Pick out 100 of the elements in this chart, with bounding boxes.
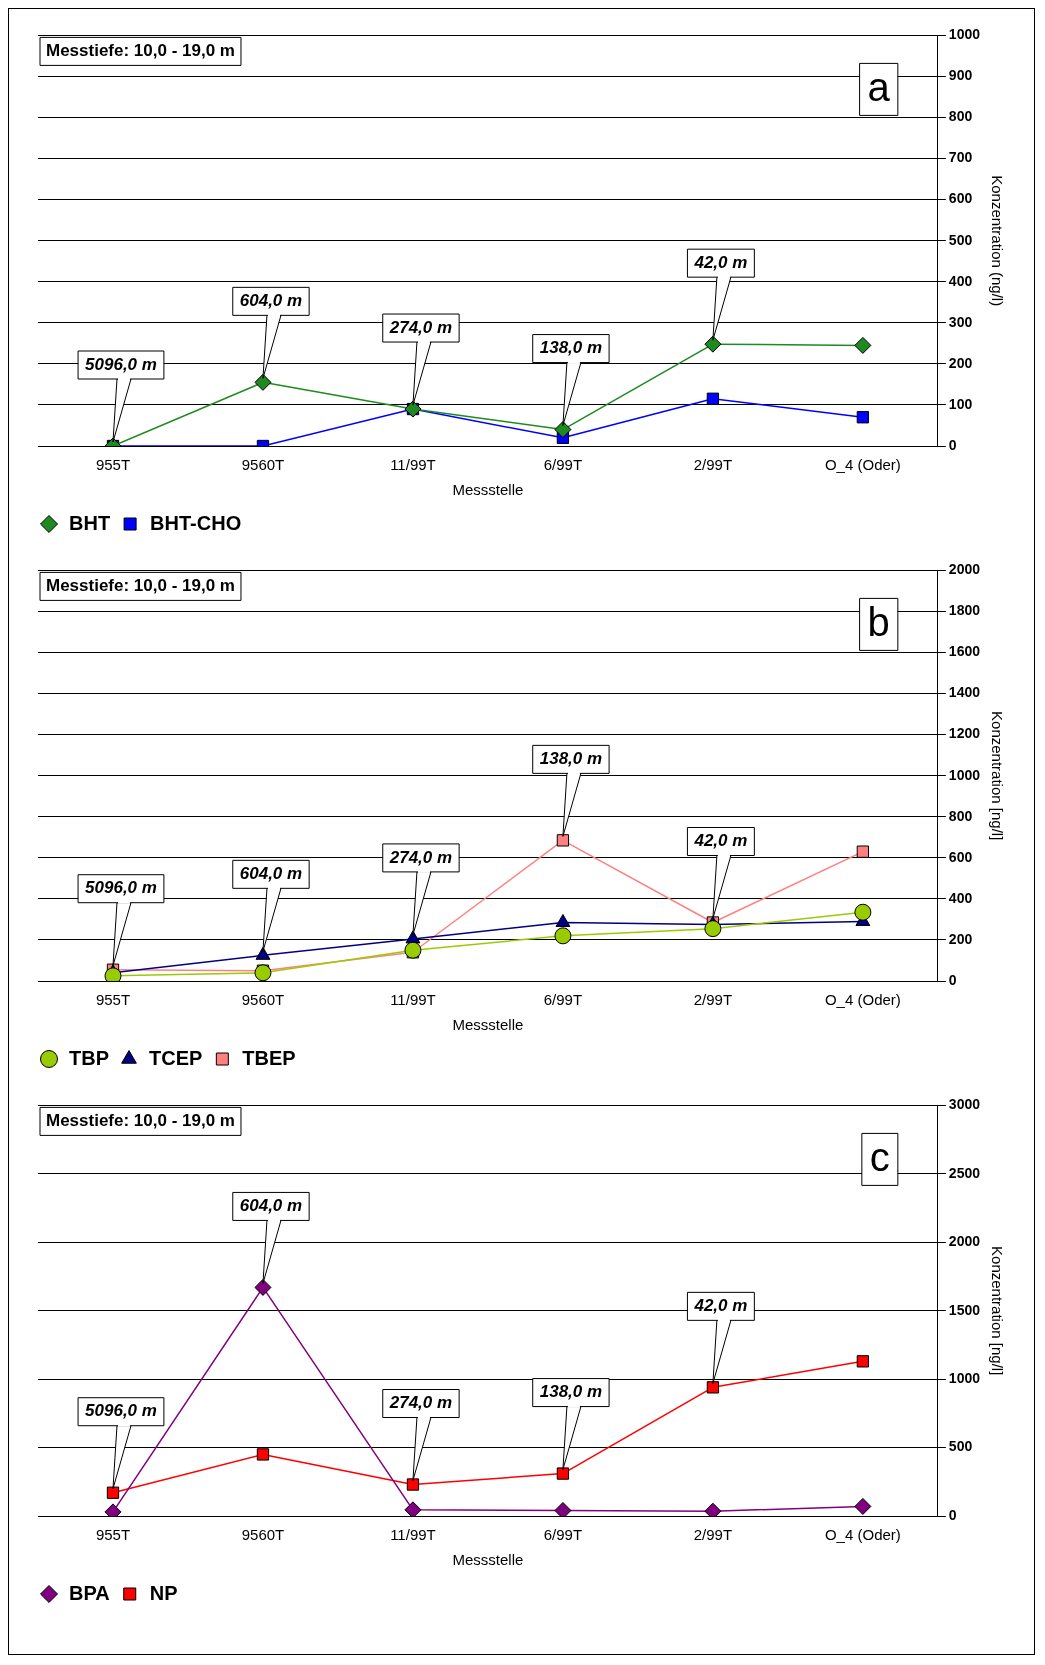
x-tick-label: 11/99T bbox=[390, 991, 436, 1009]
point bbox=[404, 941, 422, 959]
x-axis-title: Messstelle bbox=[452, 1016, 524, 1034]
annotation: 5096,0 m bbox=[85, 1401, 157, 1421]
x-tick-label: 6/99T bbox=[543, 1526, 583, 1544]
x-tick-label: 955T bbox=[95, 456, 131, 474]
point bbox=[554, 421, 572, 439]
y-tick-label: 200 bbox=[948, 930, 973, 947]
x-tick-label: 6/99T bbox=[543, 991, 583, 1009]
annotation: 42,0 m bbox=[693, 1296, 748, 1316]
point bbox=[556, 834, 570, 847]
x-tick-label: O_4 (Oder) bbox=[824, 456, 901, 474]
y-tick-label: 700 bbox=[948, 149, 973, 166]
point bbox=[555, 913, 571, 927]
annotation: 274,0 m bbox=[388, 847, 453, 867]
y-tick-label: 2500 bbox=[948, 1164, 981, 1181]
x-axis-title: Messstelle bbox=[452, 481, 524, 499]
point bbox=[254, 964, 272, 981]
x-tick-label: 6/99T bbox=[543, 456, 583, 474]
x-tick-label: 9560T bbox=[241, 456, 285, 474]
annotation: c bbox=[869, 1135, 890, 1180]
y-tick-label: 600 bbox=[948, 848, 973, 865]
legend-label: BHT-CHO bbox=[150, 511, 242, 534]
annotation: a bbox=[867, 65, 891, 110]
point bbox=[856, 1355, 870, 1368]
point bbox=[854, 903, 872, 921]
legend-label: BPA bbox=[69, 1581, 110, 1604]
point bbox=[856, 845, 870, 858]
x-tick-label: O_4 (Oder) bbox=[824, 1526, 901, 1544]
legend-label: TCEP bbox=[149, 1046, 203, 1069]
point bbox=[854, 336, 872, 354]
y-tick-label: 1400 bbox=[948, 684, 981, 701]
annotation: 604,0 m bbox=[239, 1196, 303, 1216]
y-tick-label: 1000 bbox=[948, 766, 981, 783]
y-tick-label: 0 bbox=[948, 436, 957, 453]
point bbox=[554, 1502, 572, 1516]
y-tick-label: 1800 bbox=[948, 602, 981, 619]
y-axis-title: Konzentration [ng/l] bbox=[988, 711, 1006, 841]
y-tick-label: 400 bbox=[948, 272, 973, 289]
y-axis-title: Konzentration (ng/l) bbox=[988, 175, 1006, 307]
y-tick-label: 1500 bbox=[948, 1301, 981, 1318]
x-tick-label: 955T bbox=[95, 991, 131, 1009]
legend-label: TBEP bbox=[242, 1046, 296, 1069]
y-tick-label: 500 bbox=[948, 231, 973, 248]
point bbox=[256, 1448, 270, 1461]
y-tick-label: 2000 bbox=[948, 1233, 981, 1250]
annotation: b bbox=[867, 600, 890, 645]
y-tick-label: 0 bbox=[948, 971, 957, 988]
annotation: 42,0 m bbox=[693, 252, 748, 272]
annotation: 274,0 m bbox=[388, 1393, 453, 1413]
annotation: 5096,0 m bbox=[85, 354, 157, 374]
point bbox=[404, 1501, 422, 1516]
x-tick-label: 2/99T bbox=[693, 1526, 733, 1544]
annotation: 5096,0 m bbox=[85, 878, 157, 898]
y-tick-label: 0 bbox=[948, 1506, 957, 1523]
legend-label: TBP bbox=[69, 1046, 109, 1069]
y-tick-label: 500 bbox=[948, 1438, 973, 1455]
annotation: 274,0 m bbox=[388, 317, 453, 337]
point bbox=[704, 335, 722, 353]
y-tick-label: 600 bbox=[948, 190, 973, 207]
point bbox=[254, 373, 272, 391]
y-axis-title: Konzentration [ng/l] bbox=[988, 1246, 1006, 1376]
x-tick-label: 9560T bbox=[241, 1526, 285, 1544]
y-tick-label: 2000 bbox=[948, 561, 981, 578]
x-tick-label: 2/99T bbox=[693, 456, 733, 474]
legend-label: NP bbox=[149, 1581, 178, 1604]
y-tick-label: 1000 bbox=[948, 1369, 981, 1386]
legend-label: BHT bbox=[69, 511, 111, 534]
annotation: Messtiefe: 10,0 - 19,0 m bbox=[46, 1111, 235, 1131]
point bbox=[856, 411, 870, 424]
point bbox=[406, 1478, 420, 1491]
x-tick-label: 2/99T bbox=[693, 991, 733, 1009]
annotation: 138,0 m bbox=[539, 749, 603, 769]
point bbox=[106, 1486, 120, 1499]
y-tick-label: 1000 bbox=[948, 26, 981, 43]
x-tick-label: 11/99T bbox=[390, 1526, 436, 1544]
x-axis-title: Messstelle bbox=[452, 1551, 524, 1569]
annotation: 604,0 m bbox=[239, 864, 303, 884]
annotation: 604,0 m bbox=[239, 291, 303, 311]
annotation: 138,0 m bbox=[539, 1382, 603, 1402]
annotation: 138,0 m bbox=[539, 338, 603, 358]
point bbox=[706, 1381, 720, 1394]
y-tick-label: 400 bbox=[948, 889, 973, 906]
point bbox=[854, 1497, 872, 1515]
y-tick-label: 900 bbox=[948, 67, 973, 84]
annotation: Messtiefe: 10,0 - 19,0 m bbox=[46, 41, 235, 61]
y-tick-label: 1200 bbox=[948, 725, 981, 742]
y-tick-label: 300 bbox=[948, 313, 973, 330]
point bbox=[706, 392, 720, 405]
y-tick-label: 800 bbox=[948, 807, 973, 824]
y-tick-label: 1600 bbox=[948, 643, 981, 660]
y-tick-label: 100 bbox=[948, 395, 973, 412]
x-tick-label: 955T bbox=[95, 1526, 131, 1544]
x-tick-label: O_4 (Oder) bbox=[824, 991, 901, 1009]
point bbox=[554, 927, 572, 945]
annotation: Messtiefe: 10,0 - 19,0 m bbox=[46, 576, 235, 596]
y-tick-label: 800 bbox=[948, 108, 973, 125]
annotation: 42,0 m bbox=[693, 831, 748, 851]
x-tick-label: 11/99T bbox=[390, 456, 436, 474]
y-tick-label: 3000 bbox=[948, 1096, 981, 1113]
